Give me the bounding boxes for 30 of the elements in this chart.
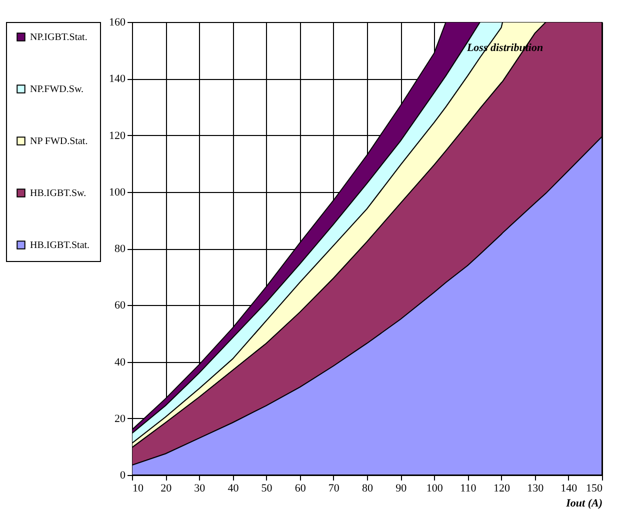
x-tick-label: 120 [494, 482, 511, 494]
y-tick-label: 60 [114, 300, 126, 312]
x-tick-label: 110 [460, 482, 477, 494]
x-axis-title: Iout (A) [565, 498, 602, 510]
x-tick-label: 50 [261, 482, 273, 494]
legend-label: HB.IGBT.Sw. [30, 188, 86, 199]
legend-label: HB.IGBT.Stat. [30, 240, 90, 251]
y-tick-label: 80 [114, 243, 126, 255]
y-tick-label: 100 [109, 186, 126, 198]
x-tick-label: 70 [328, 482, 340, 494]
y-tick-label: 140 [109, 73, 126, 86]
legend-label: NP.FWD.Sw. [30, 84, 84, 95]
legend-label: NP FWD.Stat. [30, 136, 88, 147]
x-tick-label: 150 [586, 482, 603, 494]
x-tick-label: 30 [194, 482, 206, 494]
x-tick-label: 40 [228, 482, 240, 494]
y-tick-label: 20 [114, 412, 126, 425]
x-tick-label: 100 [426, 482, 444, 494]
y-tick-label: 40 [114, 356, 126, 368]
x-tick-label: 130 [527, 482, 544, 494]
x-tick-label: 80 [362, 482, 374, 494]
x-tick-label: 20 [160, 482, 172, 494]
y-tick-label: 120 [109, 130, 126, 142]
y-tick-label: 160 [109, 16, 126, 28]
x-tick-label: 10 [132, 482, 144, 494]
legend-label: NP.IGBT.Stat. [30, 32, 88, 43]
x-tick-label: 140 [560, 482, 578, 494]
y-tick-label: 0 [120, 470, 126, 482]
x-tick-label: 90 [396, 482, 408, 494]
x-tick-label: 60 [294, 482, 306, 494]
